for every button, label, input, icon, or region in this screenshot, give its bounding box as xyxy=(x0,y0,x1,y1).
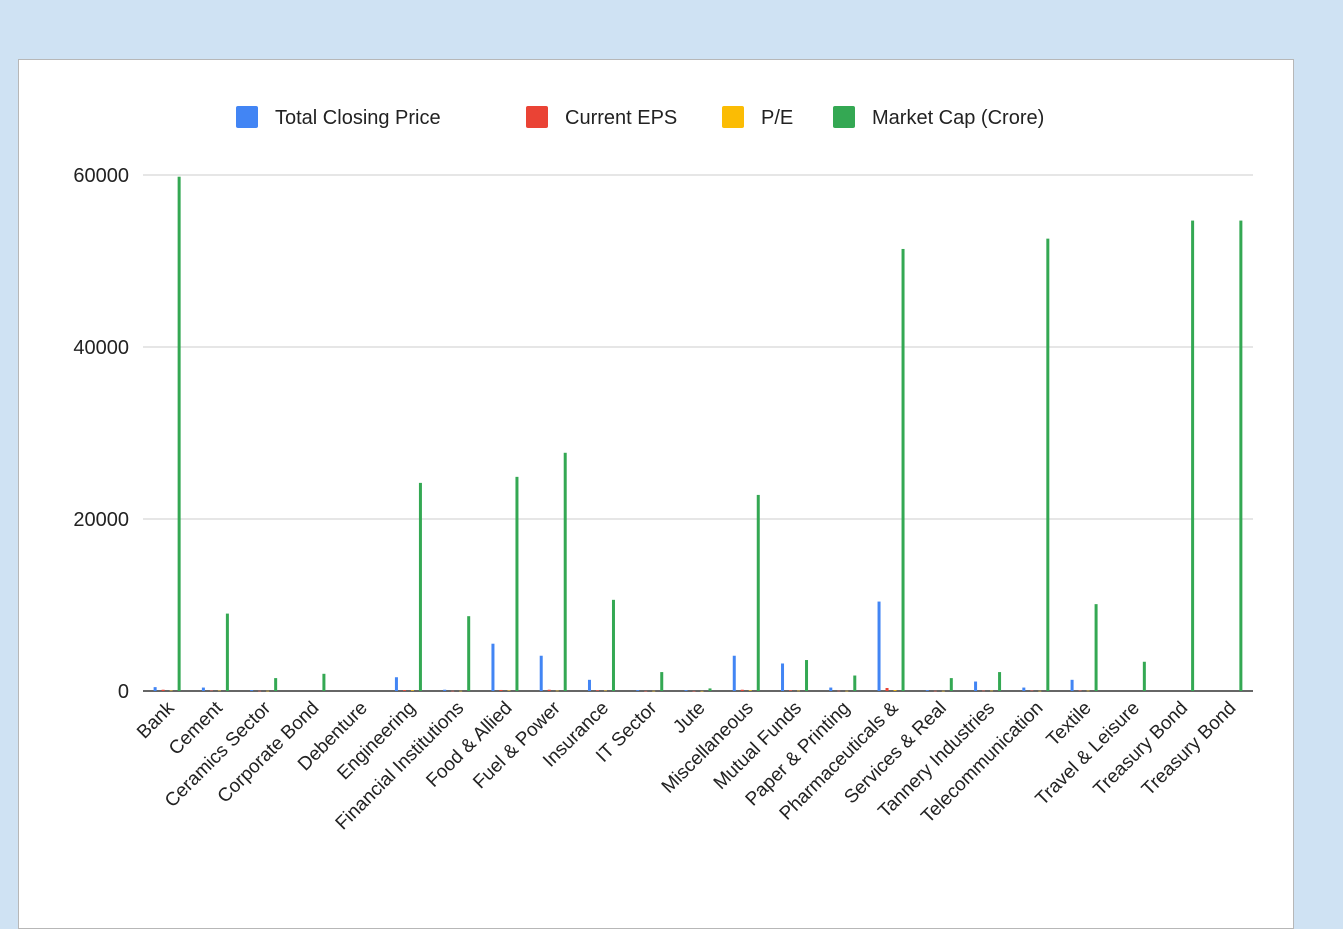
legend-swatch xyxy=(236,106,258,128)
bar-current-eps xyxy=(789,690,793,691)
bar-market-cap-crore- xyxy=(467,616,471,691)
bar-market-cap-crore- xyxy=(998,672,1002,691)
gridlines xyxy=(143,174,1253,692)
legend-label: Current EPS xyxy=(565,107,677,129)
bar-current-eps xyxy=(209,690,213,692)
bar-current-eps xyxy=(595,690,599,691)
bar-total-closing-price xyxy=(153,687,157,691)
bar-market-cap-crore- xyxy=(274,678,278,691)
bar-market-cap-crore- xyxy=(1239,220,1243,691)
bar-current-eps xyxy=(1030,690,1034,692)
bar-total-closing-price xyxy=(877,601,881,691)
bar-current-eps xyxy=(692,690,696,692)
bar-current-eps xyxy=(499,689,503,691)
legend-label: Total Closing Price xyxy=(275,107,441,129)
bar-total-closing-price xyxy=(250,690,254,691)
bar-market-cap-crore- xyxy=(949,678,953,691)
bar-p-e xyxy=(507,690,511,691)
bar-current-eps xyxy=(402,690,406,691)
bar-total-closing-price xyxy=(732,655,736,691)
bar-current-eps xyxy=(885,687,889,691)
x-category-label: Jute xyxy=(669,698,709,738)
bar-total-closing-price xyxy=(539,655,543,691)
bar-current-eps xyxy=(161,689,165,691)
bar-market-cap-crore- xyxy=(611,599,615,691)
bar-total-closing-price xyxy=(443,689,447,691)
bar-market-cap-crore- xyxy=(418,482,422,691)
bar-p-e xyxy=(893,690,897,691)
legend-label: Market Cap (Crore) xyxy=(872,107,1044,129)
y-tick-label: 60000 xyxy=(73,165,129,187)
bar-market-cap-crore- xyxy=(853,675,857,691)
bar-p-e xyxy=(603,690,607,692)
bar-total-closing-price xyxy=(636,690,640,691)
y-tick-label: 40000 xyxy=(73,337,129,359)
bar-market-cap-crore- xyxy=(708,688,712,691)
bar-total-closing-price xyxy=(974,681,978,691)
bar-current-eps xyxy=(1078,690,1082,692)
chart-panel: 0 20000 40000 60000 Bank Cement Ceramics Sect… xyxy=(18,59,1294,929)
bar-total-closing-price xyxy=(829,687,833,691)
bar-current-eps xyxy=(451,690,455,692)
bar-market-cap-crore- xyxy=(322,673,326,691)
bar-current-eps xyxy=(837,690,841,692)
bar-current-eps xyxy=(258,690,262,692)
bar-current-eps xyxy=(740,689,744,691)
legend-swatch xyxy=(526,106,548,128)
bar-market-cap-crore- xyxy=(660,672,664,691)
bar-current-eps xyxy=(933,690,937,692)
bar-market-cap-crore- xyxy=(756,494,760,691)
bar-total-closing-price xyxy=(684,690,688,691)
bar-current-eps xyxy=(644,690,648,692)
bar-p-e xyxy=(169,690,173,692)
bar-total-closing-price xyxy=(587,679,591,691)
y-tick-label: 0 xyxy=(118,681,129,703)
bar-p-e xyxy=(700,690,704,692)
bar-total-closing-price xyxy=(781,663,785,691)
legend-swatch xyxy=(833,106,855,128)
bar-current-eps xyxy=(547,689,551,691)
bar-total-closing-price xyxy=(1070,679,1074,691)
bar-market-cap-crore- xyxy=(563,452,567,691)
bar-p-e xyxy=(217,690,221,692)
bar-total-closing-price xyxy=(201,687,205,691)
bars xyxy=(153,176,1243,692)
bar-market-cap-crore- xyxy=(177,176,181,692)
bar-p-e xyxy=(266,690,270,692)
bar-p-e xyxy=(459,690,463,692)
bar-total-closing-price xyxy=(925,690,929,691)
bar-p-e xyxy=(652,690,656,692)
bar-p-e xyxy=(555,690,559,692)
bar-p-e xyxy=(941,690,945,692)
bar-p-e xyxy=(410,690,414,691)
y-axis-ticks: 0 20000 40000 60000 xyxy=(73,165,129,703)
bar-market-cap-crore- xyxy=(1142,661,1146,691)
bar-p-e xyxy=(748,690,752,691)
bar-p-e xyxy=(1038,690,1042,692)
y-tick-label: 20000 xyxy=(73,509,129,531)
bar-p-e xyxy=(845,690,849,692)
bar-market-cap-crore- xyxy=(225,613,229,691)
bar-market-cap-crore- xyxy=(515,476,519,691)
bar-market-cap-crore- xyxy=(1046,238,1050,691)
bar-p-e xyxy=(990,690,994,692)
bar-total-closing-price xyxy=(1022,687,1026,691)
legend-swatch xyxy=(722,106,744,128)
bar-current-eps xyxy=(982,690,986,692)
bar-market-cap-crore- xyxy=(1094,604,1098,691)
bar-p-e xyxy=(1086,690,1090,692)
bar-market-cap-crore- xyxy=(805,660,809,691)
legend: Total Closing Price Current EPS P/E Market … xyxy=(236,106,1044,129)
bar-market-cap-crore- xyxy=(1191,220,1195,691)
legend-label: P/E xyxy=(761,107,793,129)
bar-p-e xyxy=(797,690,801,692)
bar-total-closing-price xyxy=(394,677,398,691)
bar-total-closing-price xyxy=(491,643,495,691)
bar-market-cap-crore- xyxy=(901,248,905,691)
